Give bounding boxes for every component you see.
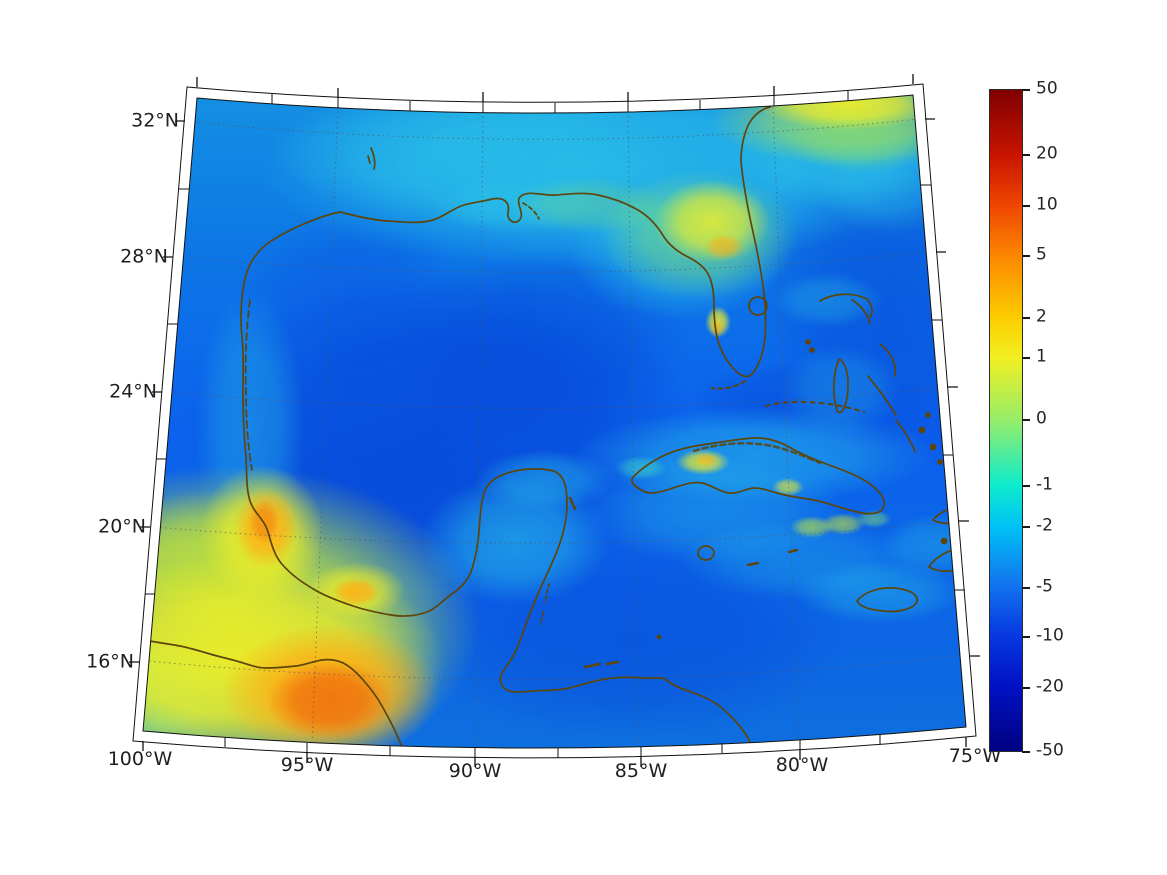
- colorbar-label-m2: -2: [1036, 515, 1053, 536]
- colorbar-tick: [1022, 636, 1030, 638]
- cozumel: [568, 496, 577, 511]
- y-tick-label-24n: 24°N: [109, 380, 157, 403]
- meridian-85w: [627, 110, 638, 748]
- colorbar-tick: [1022, 357, 1030, 359]
- colorbar-label-m1: -1: [1036, 474, 1053, 495]
- bahamas-grand-bahama: [819, 293, 873, 318]
- bahamas-abaco: [851, 299, 871, 325]
- colorbar-tick: [1022, 154, 1030, 156]
- heat-field: [143, 95, 966, 749]
- swan-island: [656, 634, 662, 640]
- colorbar-label-20: 20: [1036, 143, 1058, 164]
- colorbar-label-m10: -10: [1036, 625, 1064, 646]
- belize-cays: [540, 583, 550, 625]
- colorbar-label-50: 50: [1036, 78, 1058, 99]
- x-tick-label-75w: 75°W: [948, 745, 1002, 767]
- bay-islands-roatan: [583, 660, 620, 669]
- frame-outer-boundary: [132, 83, 977, 759]
- y-tick-label-20n: 20°N: [98, 515, 146, 538]
- coastline-west-gulf-yucatan-honduras: [240, 211, 754, 749]
- colorbar-label-m20: -20: [1036, 676, 1064, 697]
- colorbar-tick: [1022, 255, 1030, 257]
- colorbar-label-2: 2: [1036, 306, 1047, 327]
- colorbar-label-m5: -5: [1036, 576, 1053, 597]
- colorbar-tick: [1022, 751, 1030, 753]
- colorbar-tick: [1022, 419, 1030, 421]
- colorbar-label-10: 10: [1036, 194, 1058, 215]
- coastline-jamaica: [855, 587, 919, 613]
- colorbar-tick: [1022, 317, 1030, 319]
- colorbar-label-5: 5: [1036, 244, 1047, 265]
- coastline-north-gulf-florida: [339, 106, 771, 378]
- bahamas-exuma: [867, 375, 897, 416]
- y-tick-label-16n: 16°N: [86, 650, 134, 673]
- colorbar-tick: [1022, 89, 1030, 91]
- colorbar: [989, 89, 1023, 752]
- colorbar-label-1: 1: [1036, 346, 1047, 367]
- frame-ticks: [129, 74, 980, 767]
- x-tick-label-85w: 85°W: [614, 760, 668, 782]
- coastlines: [149, 106, 966, 749]
- cay-sal-bank: [765, 400, 865, 413]
- ile-gonave: [940, 537, 948, 545]
- chandeleur-islands: [522, 202, 540, 220]
- colorbar-tick: [1022, 587, 1030, 589]
- colorbar-label-m50: -50: [1036, 740, 1064, 761]
- coastline-pacific-mexico: [149, 640, 405, 749]
- map-frame: [129, 74, 980, 767]
- colorbar-tick: [1022, 205, 1030, 207]
- frame-dividers: [145, 91, 965, 758]
- isla-juventud: [697, 545, 715, 561]
- x-tick-label-100w: 100°W: [107, 748, 173, 770]
- frame-inner-boundary: [142, 94, 967, 749]
- cuba-north-keys: [692, 442, 822, 465]
- lake-okeechobee: [748, 296, 768, 316]
- colorbar-label-0: 0: [1036, 408, 1047, 429]
- meridian-90w: [475, 110, 484, 748]
- inland-lake-marks: [367, 147, 376, 170]
- parallel-28n: [179, 251, 932, 273]
- coastline-cuba: [631, 437, 886, 515]
- x-tick-label-95w: 95°W: [280, 754, 334, 776]
- colorbar-tick: [1022, 485, 1030, 487]
- y-tick-label-28n: 28°N: [120, 245, 168, 268]
- meridian-80w: [772, 106, 800, 744]
- parallel-16n: [148, 655, 960, 680]
- parallel-24n: [167, 386, 945, 409]
- bahamas-long-island: [895, 419, 916, 453]
- colorbar-tick: [1022, 687, 1030, 689]
- bahamas-andros: [833, 357, 849, 414]
- colorbar-tick: [1022, 526, 1030, 528]
- y-tick-label-32n: 32°N: [131, 109, 179, 132]
- parallel-20n: [154, 520, 958, 544]
- cayman-islands: [746, 548, 799, 567]
- x-tick-label-80w: 80°W: [775, 754, 829, 776]
- x-tick-label-90w: 90°W: [448, 760, 502, 782]
- florida-keys: [711, 380, 746, 390]
- bahamas-eleuthera: [879, 343, 897, 377]
- texas-barrier-islands: [244, 299, 253, 471]
